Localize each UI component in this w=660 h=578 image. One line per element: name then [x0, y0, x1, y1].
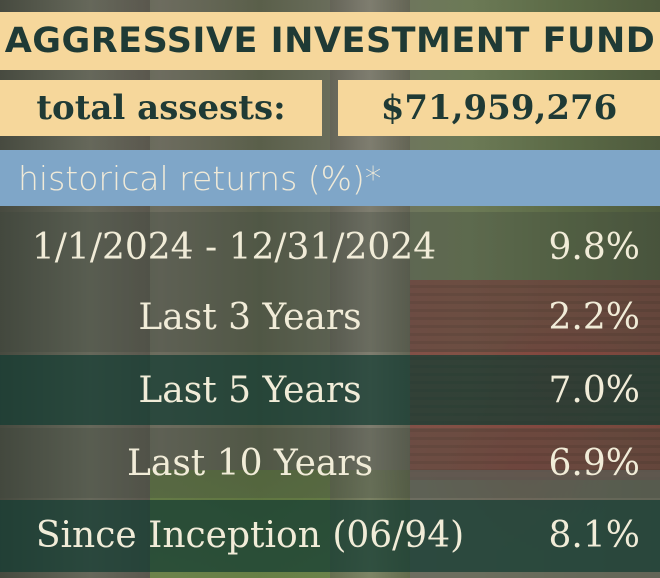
historical-returns-header: historical returns (%)* — [0, 150, 660, 206]
fund-title: AGGRESSIVE INVESTMENT FUND — [4, 21, 656, 61]
total-assets-value: $71,959,276 — [380, 88, 618, 128]
return-period: Last 3 Years — [138, 296, 362, 338]
total-assets-value-box: $71,959,276 — [338, 80, 660, 136]
return-row-inception: Since Inception (06/94) 8.1% — [0, 500, 660, 572]
return-value: 8.1% — [548, 514, 640, 556]
return-row-5yr: Last 5 Years 7.0% — [0, 355, 660, 425]
return-row-3yr: Last 3 Years 2.2% — [0, 282, 660, 352]
return-period: 1/1/2024 - 12/31/2024 — [31, 226, 437, 268]
return-period: Since Inception (06/94) — [35, 514, 465, 556]
return-value: 9.8% — [548, 226, 640, 268]
total-assets-label-box: total assests: — [0, 80, 322, 136]
return-value: 6.9% — [548, 442, 640, 484]
return-row-10yr: Last 10 Years 6.9% — [0, 428, 660, 498]
return-row-2024: 1/1/2024 - 12/31/2024 9.8% — [0, 212, 660, 282]
title-banner: AGGRESSIVE INVESTMENT FUND — [0, 12, 660, 70]
return-value: 7.0% — [548, 369, 640, 411]
historical-returns-label: historical returns (%)* — [18, 158, 382, 198]
return-period: Last 5 Years — [138, 369, 362, 411]
return-period: Last 10 Years — [126, 442, 374, 484]
total-assets-label: total assests: — [36, 88, 286, 128]
return-value: 2.2% — [548, 296, 640, 338]
